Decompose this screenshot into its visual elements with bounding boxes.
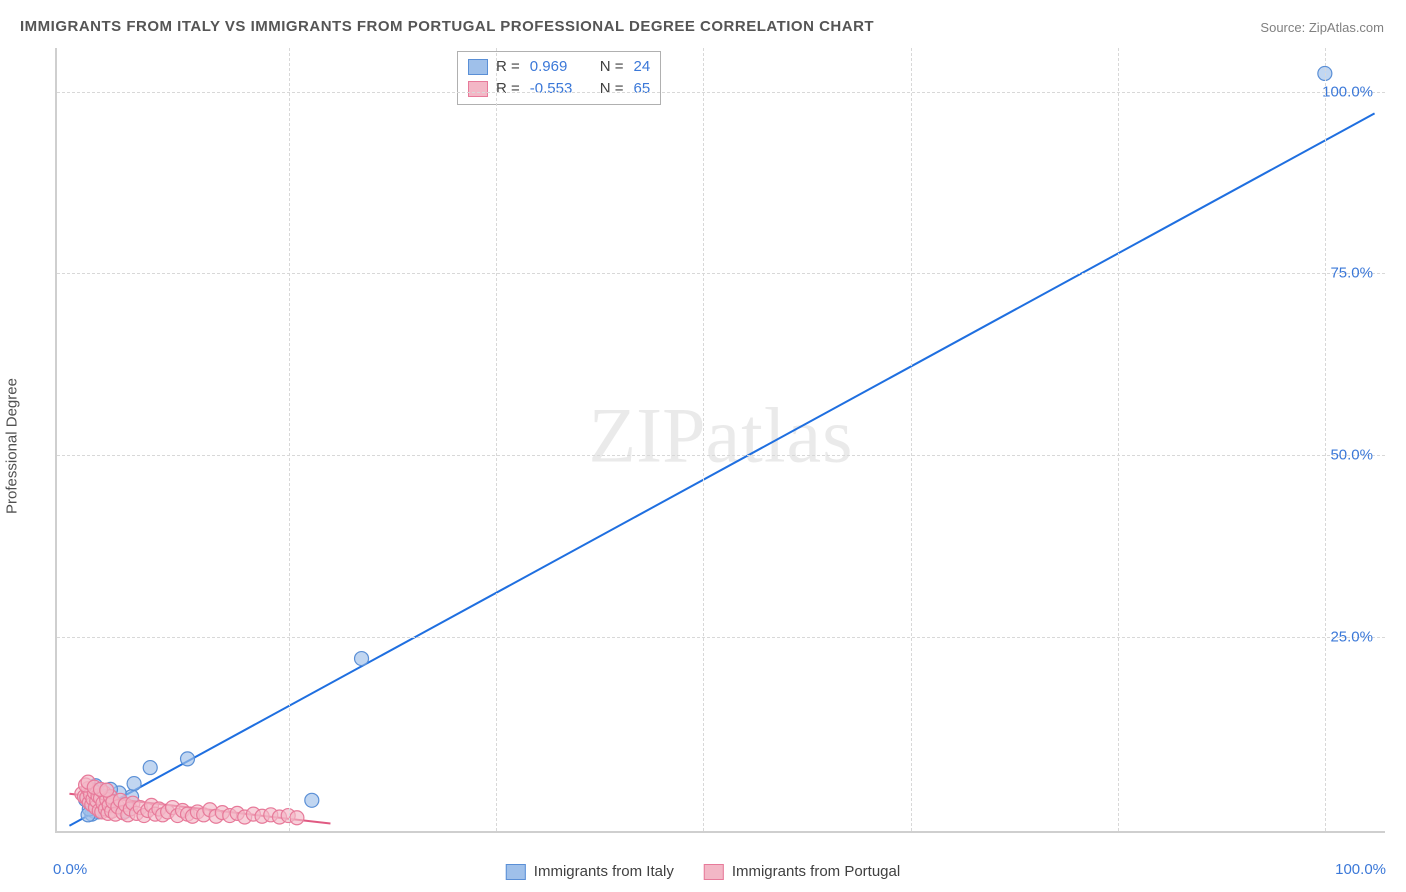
x-tick-100: 100.0%: [1335, 861, 1386, 878]
y-tick-label: 25.0%: [1330, 628, 1373, 645]
legend-swatch: [506, 864, 526, 880]
legend-series-label: Immigrants from Portugal: [732, 863, 900, 880]
data-point: [181, 752, 195, 766]
y-tick-label: 50.0%: [1330, 447, 1373, 464]
vgrid: [496, 48, 497, 831]
hgrid: [57, 92, 1385, 93]
vgrid: [1325, 48, 1326, 831]
y-axis-label: Professional Degree: [4, 378, 21, 514]
data-point: [127, 777, 141, 791]
n-label: N =: [600, 56, 624, 78]
r-label: R =: [496, 56, 520, 78]
data-point: [355, 652, 369, 666]
n-value: 65: [634, 78, 651, 100]
r-value: 0.969: [530, 56, 584, 78]
hgrid: [57, 455, 1385, 456]
legend-series-item: Immigrants from Italy: [506, 863, 674, 880]
source-attribution: Source: ZipAtlas.com: [1260, 20, 1384, 35]
trend-line: [69, 113, 1374, 825]
r-label: R =: [496, 78, 520, 100]
y-tick-label: 75.0%: [1330, 265, 1373, 282]
r-value: -0.553: [530, 78, 584, 100]
chart-svg: [57, 48, 1385, 831]
vgrid: [911, 48, 912, 831]
legend-series-item: Immigrants from Portugal: [704, 863, 900, 880]
hgrid: [57, 637, 1385, 638]
plot-area: ZIPatlas R =0.969N =24R =-0.553N =65 25.…: [55, 48, 1385, 833]
source-name: ZipAtlas.com: [1309, 20, 1384, 35]
legend-series-label: Immigrants from Italy: [534, 863, 674, 880]
x-tick-0: 0.0%: [53, 861, 87, 878]
data-point: [290, 811, 304, 825]
data-point: [143, 761, 157, 775]
legend-correlation-box: R = 0.969 N = 24 R = -0.553 N = 65: [457, 51, 661, 105]
n-label: N =: [600, 78, 624, 100]
vgrid: [1118, 48, 1119, 831]
legend-swatch: [704, 864, 724, 880]
legend-swatch: [468, 81, 488, 97]
vgrid: [289, 48, 290, 831]
chart-title: IMMIGRANTS FROM ITALY VS IMMIGRANTS FROM…: [20, 18, 874, 35]
source-label: Source:: [1260, 20, 1305, 35]
vgrid: [703, 48, 704, 831]
hgrid: [57, 273, 1385, 274]
y-tick-label: 100.0%: [1322, 83, 1373, 100]
n-value: 24: [634, 56, 651, 78]
data-point: [305, 793, 319, 807]
data-point: [100, 783, 114, 797]
legend-swatch: [468, 59, 488, 75]
legend-series: Immigrants from Italy Immigrants from Por…: [506, 863, 900, 880]
